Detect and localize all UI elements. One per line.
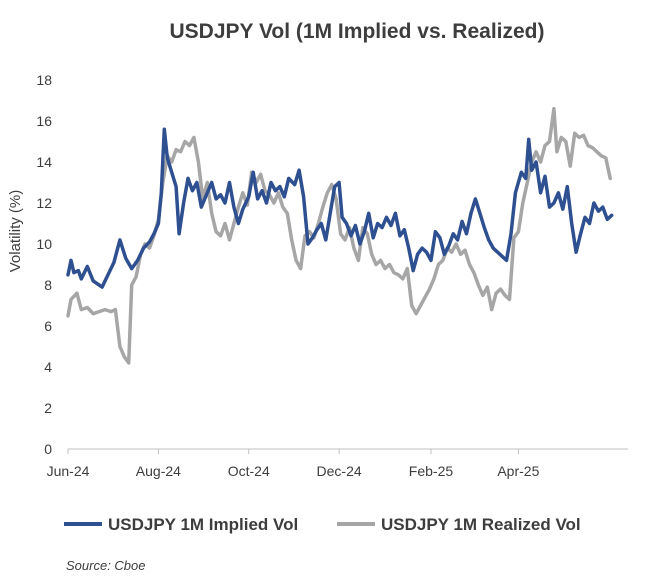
legend-label-implied: USDJPY 1M Implied Vol <box>108 515 298 534</box>
y-tick-label: 8 <box>44 277 52 293</box>
series-lines <box>66 106 614 365</box>
y-tick-label: 14 <box>36 154 52 170</box>
y-tick-label: 12 <box>36 195 52 211</box>
series-line-implied <box>66 127 614 289</box>
source-note: Source: Cboe <box>66 558 146 573</box>
legend: USDJPY 1M Implied Vol USDJPY 1M Realized… <box>64 515 581 534</box>
chart-title: USDJPY Vol (1M Implied vs. Realized) <box>170 20 545 43</box>
y-tick-label: 0 <box>44 441 52 457</box>
y-tick-label: 16 <box>36 113 52 129</box>
y-tick-label: 2 <box>44 400 52 416</box>
x-tick-label: Apr-25 <box>497 463 539 479</box>
x-tick-label: Feb-25 <box>409 463 454 479</box>
x-tick-label: Dec-24 <box>317 463 362 479</box>
y-tick-label: 4 <box>44 359 52 375</box>
x-tick-label: Aug-24 <box>136 463 181 479</box>
x-tick-label: Jun-24 <box>47 463 90 479</box>
x-tick-label: Oct-24 <box>228 463 270 479</box>
y-axis-title: Volatility (%) <box>7 190 24 273</box>
y-axis-ticks: 0 2 4 6 8 10 12 14 16 18 <box>36 72 52 457</box>
y-tick-label: 6 <box>44 318 52 334</box>
x-axis-ticks: Jun-24 Aug-24 Oct-24 Dec-24 Feb-25 Apr-25 <box>47 449 540 479</box>
y-tick-label: 10 <box>36 236 52 252</box>
y-tick-label: 18 <box>36 72 52 88</box>
legend-label-realized: USDJPY 1M Realized Vol <box>381 515 581 534</box>
